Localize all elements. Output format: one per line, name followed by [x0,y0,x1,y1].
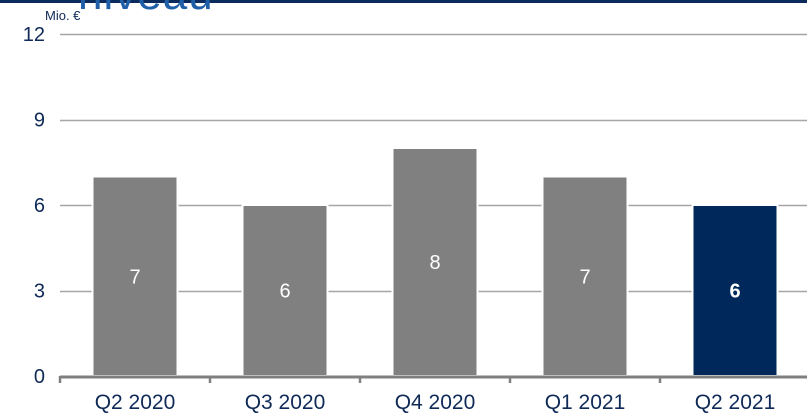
unit-label: Mio. € [45,8,81,23]
header-band: niveau [0,0,807,10]
bar-q1-2021 [541,175,629,377]
bars [91,147,779,377]
bar-q4-2020 [391,147,479,377]
y-tick-label: 6 [34,195,45,217]
x-tick-label: Q1 2021 [545,391,626,414]
bar-q2-2021 [691,204,779,377]
y-tick-label: 9 [34,110,45,132]
y-tick-label: 3 [34,281,45,303]
x-tick-labels: Q2 2020 Q3 2020 Q4 2020 Q1 2021 Q2 2021 [95,391,776,414]
y-tick-label: 12 [23,24,45,46]
bar-q2-2020 [91,175,179,377]
x-tick-label: Q3 2020 [245,391,326,414]
x-tick-label: Q4 2020 [395,391,476,414]
data-label: 7 [579,266,590,288]
header-band-line [0,0,807,3]
y-tick-label: 0 [34,366,45,388]
data-label: 8 [429,252,440,274]
x-tick-label: Q2 2021 [695,391,776,414]
data-label: 6 [729,281,740,303]
header-title-fragment: niveau [78,0,214,10]
x-tick-label: Q2 2020 [95,391,176,414]
x-axis [58,375,807,383]
data-labels: 7 6 8 7 6 [129,252,740,303]
data-label: 7 [129,266,140,288]
y-tick-labels: 0 3 6 9 12 [23,24,45,388]
data-label: 6 [279,281,290,303]
